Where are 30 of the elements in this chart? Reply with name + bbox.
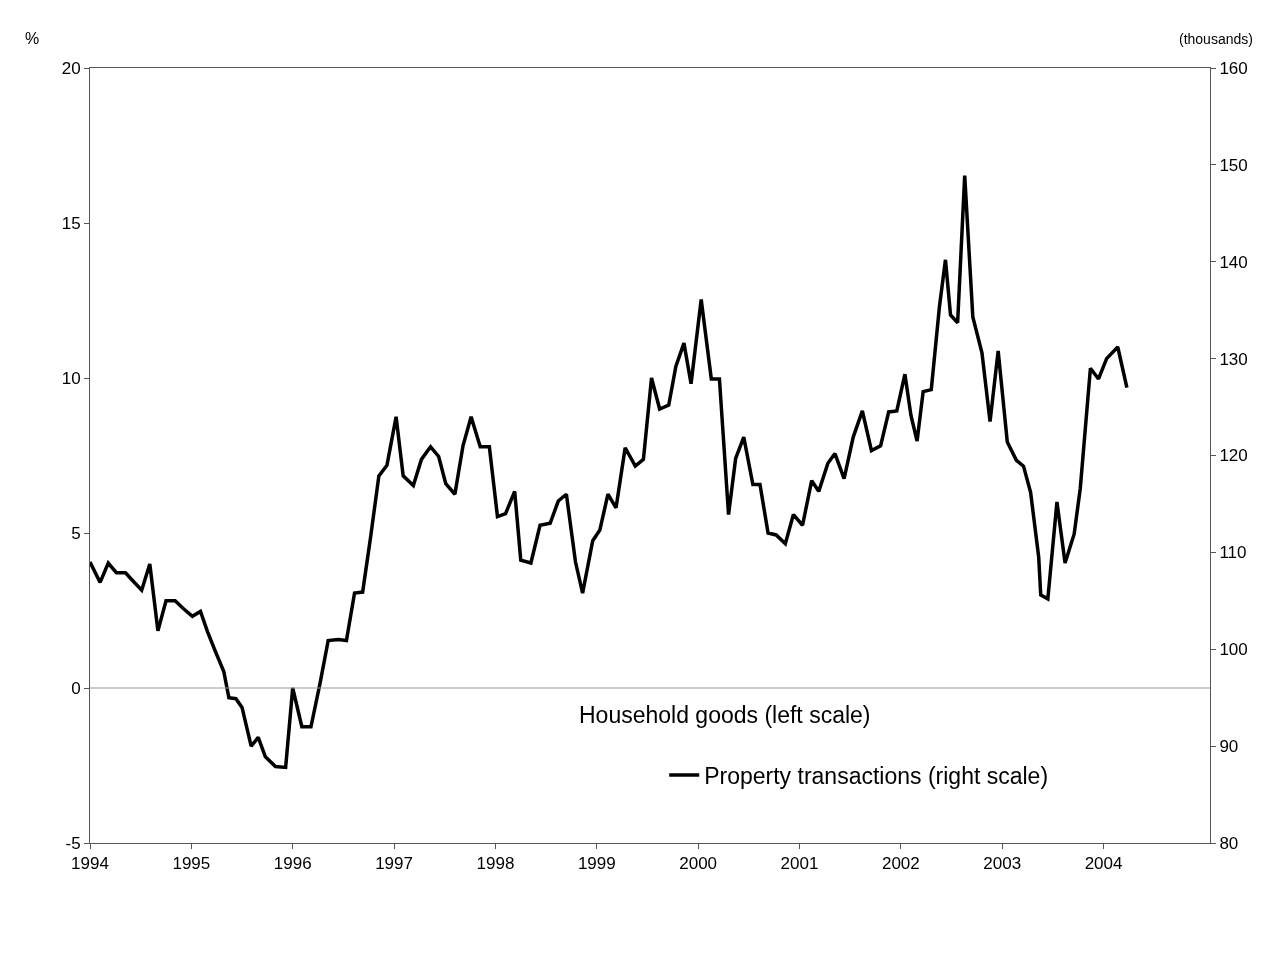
y2-axis-title: (thousands) bbox=[1179, 31, 1253, 47]
y2-tick-label: 100 bbox=[1219, 640, 1248, 660]
y-tick-label: 10 bbox=[61, 368, 81, 388]
x-tick-label: 2004 bbox=[1084, 854, 1123, 874]
y2-tick-label: 120 bbox=[1219, 446, 1248, 466]
y2-tick-label: 90 bbox=[1219, 737, 1239, 757]
x-tick-label: 2003 bbox=[983, 854, 1022, 874]
x-tick-label: 1994 bbox=[71, 854, 109, 874]
y-tick-label: 5 bbox=[71, 523, 81, 543]
legend-label: Property transactions (right scale) bbox=[704, 762, 1049, 789]
y-axis-title: % bbox=[25, 30, 40, 47]
y2-tick-label: 150 bbox=[1219, 155, 1248, 175]
y2-tick-label: 140 bbox=[1219, 252, 1248, 272]
y2-tick-label: 160 bbox=[1219, 58, 1248, 78]
y-tick-label: 0 bbox=[71, 678, 81, 698]
y2-tick-label: 130 bbox=[1219, 349, 1248, 369]
y-tick-label: 15 bbox=[61, 213, 81, 233]
x-tick-label: 2000 bbox=[679, 854, 718, 874]
x-tick-label: 1996 bbox=[273, 854, 312, 874]
y-tick-label: -5 bbox=[65, 833, 81, 853]
y2-tick-label: 80 bbox=[1219, 833, 1239, 853]
x-tick-label: 1997 bbox=[375, 854, 413, 874]
x-tick-label: 1999 bbox=[577, 854, 616, 874]
x-tick-label: 1995 bbox=[172, 854, 211, 874]
y2-tick-label: 110 bbox=[1219, 543, 1247, 563]
annotation: Household goods (left scale) bbox=[579, 702, 871, 728]
y-tick-label: 20 bbox=[61, 58, 81, 78]
x-tick-label: 2001 bbox=[780, 854, 819, 874]
x-tick-label: 1998 bbox=[476, 854, 515, 874]
x-tick-label: 2002 bbox=[881, 854, 920, 874]
